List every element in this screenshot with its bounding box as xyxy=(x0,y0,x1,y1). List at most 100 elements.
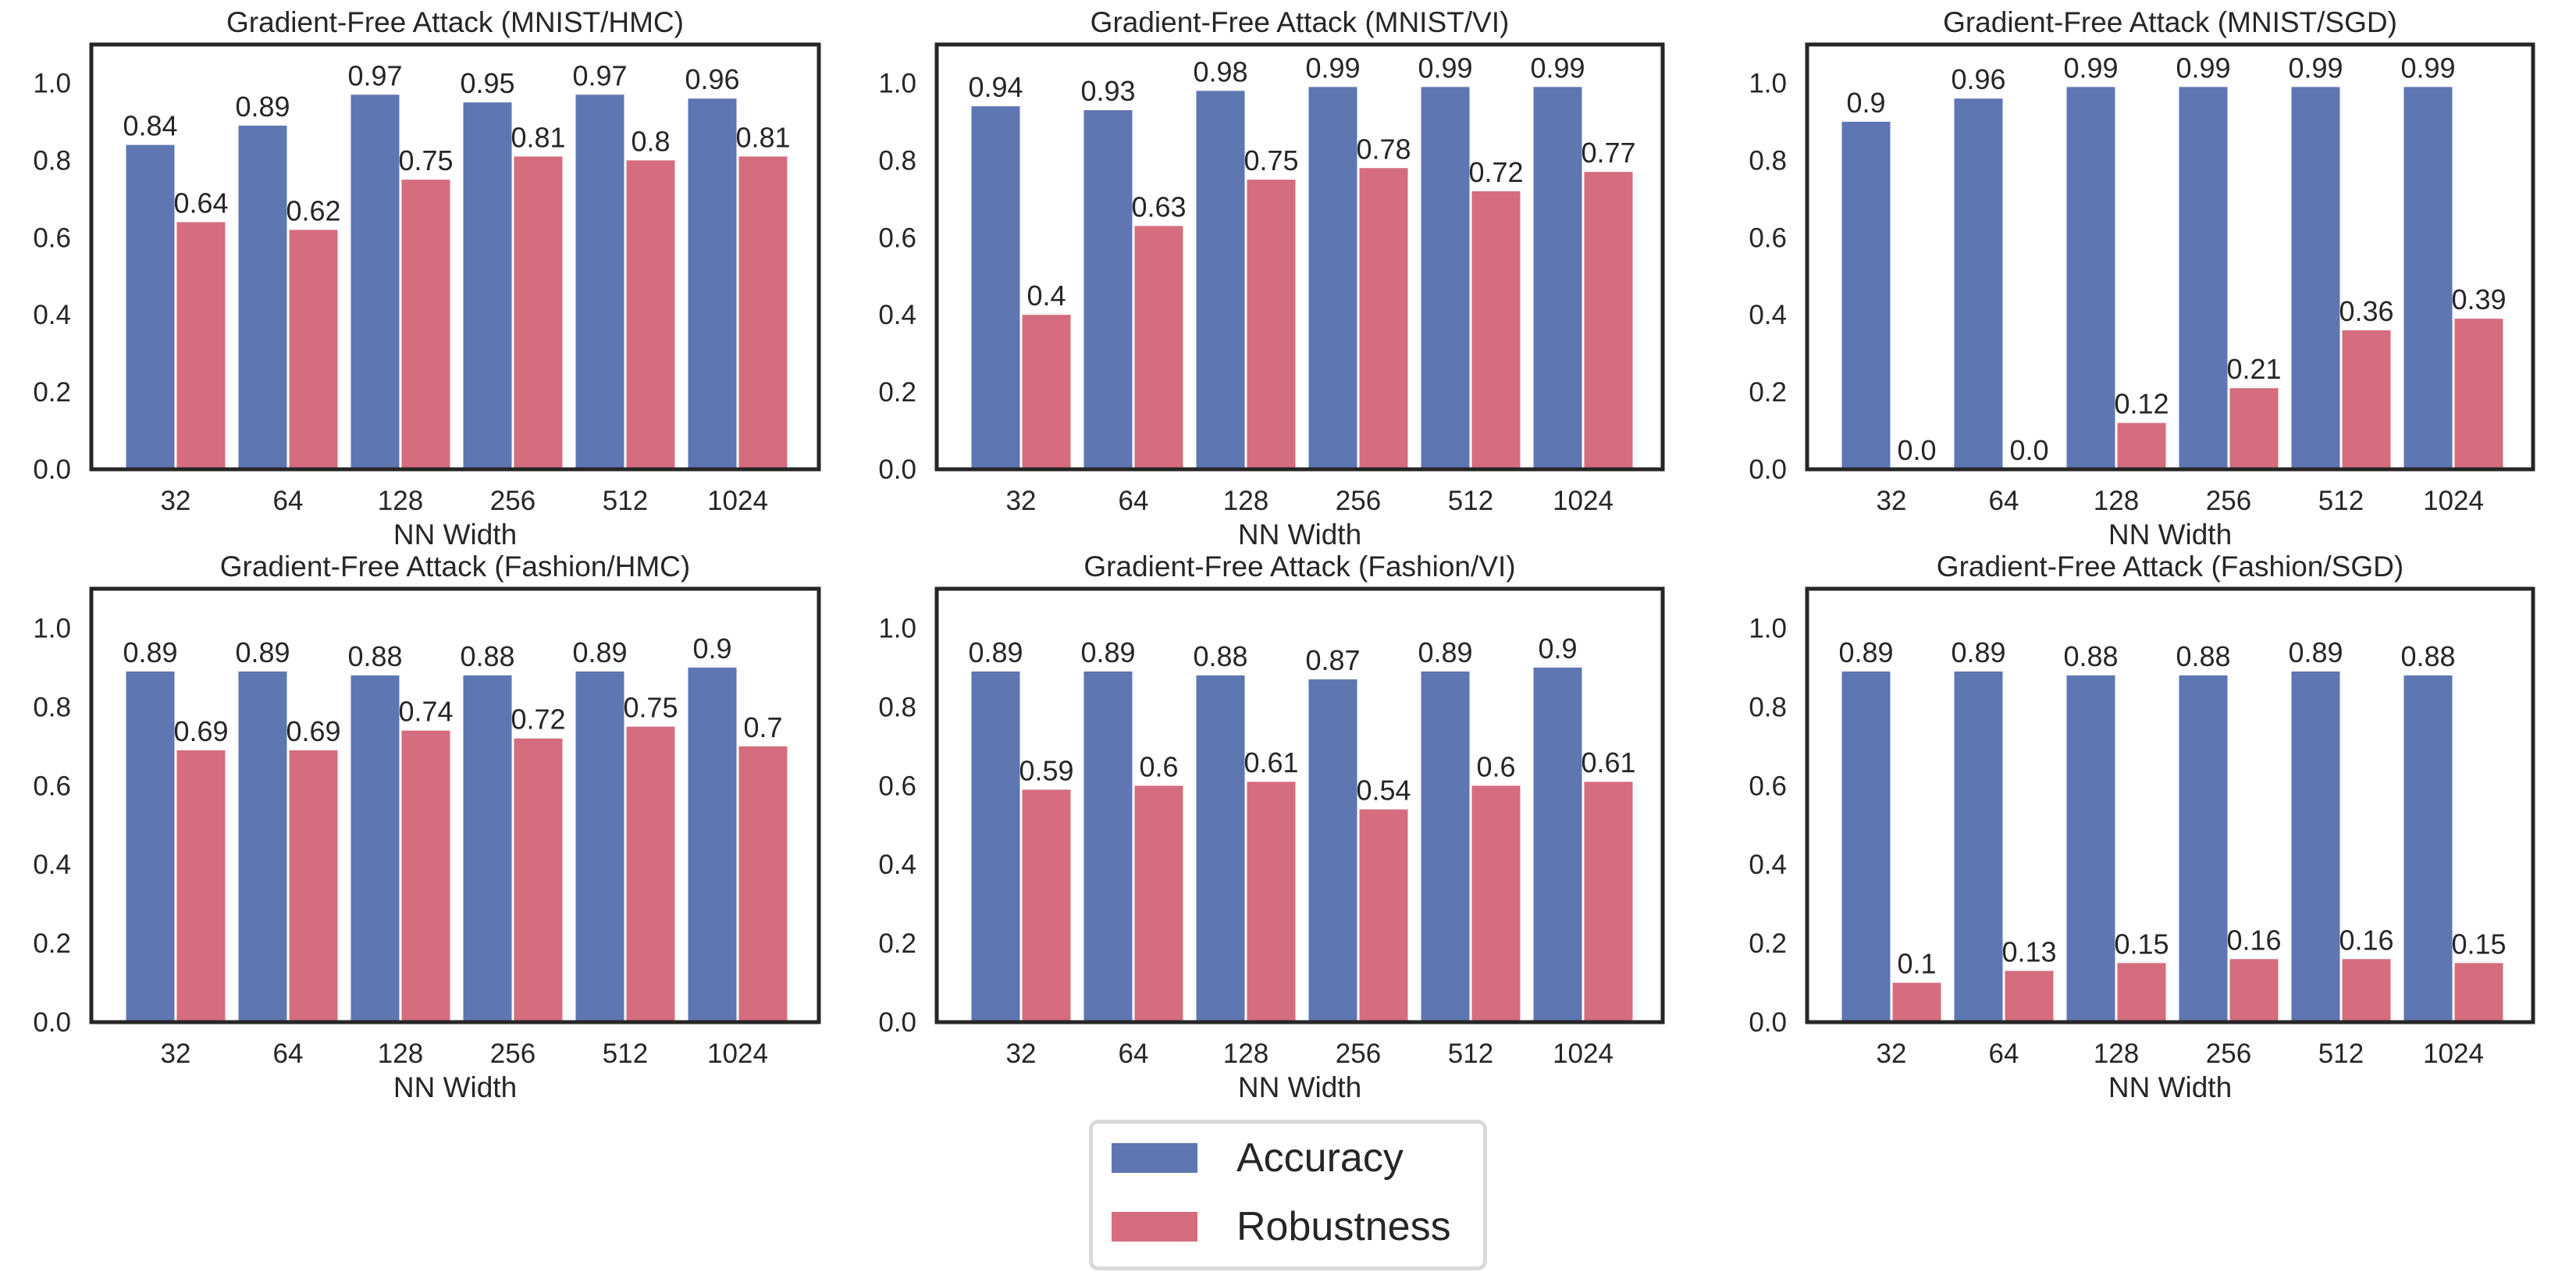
x-tick-label: 32 xyxy=(161,486,191,516)
bar-robustness xyxy=(176,222,226,469)
bar-accuracy xyxy=(2403,675,2453,1022)
bar-robustness xyxy=(2229,388,2279,469)
data-label-accuracy: 0.89 xyxy=(2288,636,2343,668)
bar-accuracy xyxy=(971,106,1020,470)
legend-patch-robustness xyxy=(1112,1212,1197,1242)
bar-robustness xyxy=(1471,191,1521,469)
subplot-1: Gradient-Free Attack (MNIST/VI) 0.94 0.4 32… xyxy=(878,6,1665,550)
x-tick-label: 128 xyxy=(1223,1039,1268,1069)
y-tick-label: 0.2 xyxy=(878,377,916,408)
subplot-4: Gradient-Free Attack (Fashion/VI) 0.89 0.5… xyxy=(878,550,1665,1103)
bar-accuracy xyxy=(1083,671,1133,1022)
axes-frame xyxy=(89,42,821,472)
y-tick-label: 0.4 xyxy=(1749,850,1787,880)
data-label-accuracy: 0.99 xyxy=(1305,52,1360,84)
data-label-accuracy: 0.9 xyxy=(692,632,731,665)
data-label-accuracy: 0.89 xyxy=(968,636,1023,668)
data-label-accuracy: 0.89 xyxy=(1838,636,1893,668)
bar-robustness xyxy=(2342,330,2391,469)
x-tick-label: 256 xyxy=(490,486,535,516)
bar-accuracy xyxy=(238,671,287,1022)
x-tick-label: 64 xyxy=(1119,1039,1149,1069)
data-label-robustness: 0.54 xyxy=(1356,775,1411,807)
data-label-accuracy: 0.99 xyxy=(2288,52,2343,84)
y-tick-label: 0.8 xyxy=(33,145,71,176)
x-tick-label: 512 xyxy=(1448,486,1493,516)
y-tick-label: 0.4 xyxy=(33,300,71,330)
bar-robustness xyxy=(1359,168,1408,469)
bar-robustness xyxy=(2454,963,2503,1022)
x-tick-label: 512 xyxy=(2318,1039,2364,1069)
data-label-robustness: 0.62 xyxy=(286,194,340,226)
y-tick-label: 0.2 xyxy=(1749,377,1787,408)
bar-robustness xyxy=(2454,319,2503,469)
bar-accuracy xyxy=(575,94,624,470)
y-tick-label: 1.0 xyxy=(878,613,916,643)
data-label-accuracy: 0.87 xyxy=(1305,644,1360,676)
data-label-accuracy: 0.95 xyxy=(460,67,514,99)
data-label-robustness: 0.75 xyxy=(398,144,453,176)
data-label-accuracy: 0.98 xyxy=(1193,55,1247,87)
x-axis-label: NN Width xyxy=(2108,518,2232,550)
bar-accuracy xyxy=(1533,667,1582,1022)
data-label-accuracy: 0.88 xyxy=(460,640,514,672)
data-label-robustness: 0.59 xyxy=(1019,754,1073,786)
x-tick-label: 1024 xyxy=(2423,1039,2484,1069)
x-tick-label: 128 xyxy=(2094,486,2139,516)
data-label-robustness: 0.15 xyxy=(2114,928,2169,960)
data-label-accuracy: 0.88 xyxy=(1193,640,1247,672)
bar-accuracy xyxy=(2179,675,2228,1022)
axes-frame xyxy=(934,42,1665,472)
bar-robustness xyxy=(2229,959,2279,1022)
legend-label-robustness: Robustness xyxy=(1236,1204,1451,1249)
data-label-accuracy: 0.94 xyxy=(968,71,1023,103)
bar-accuracy xyxy=(2179,87,2228,470)
x-tick-label: 1024 xyxy=(1553,1039,1614,1069)
subplot-title: Gradient-Free Attack (MNIST/SGD) xyxy=(1943,6,2397,38)
y-tick-label: 0.0 xyxy=(33,454,71,485)
bar-accuracy xyxy=(463,102,512,469)
bar-accuracy xyxy=(1954,671,2003,1022)
data-label-accuracy: 0.99 xyxy=(1418,52,1472,84)
y-tick-label: 0.8 xyxy=(1749,692,1787,722)
data-label-robustness: 0.75 xyxy=(623,692,678,724)
data-label-robustness: 0.4 xyxy=(1026,280,1066,312)
data-label-robustness: 0.13 xyxy=(2001,935,2056,967)
bar-accuracy xyxy=(575,671,624,1022)
bar-robustness xyxy=(2117,422,2166,469)
y-tick-label: 0.6 xyxy=(33,771,71,801)
bar-accuracy xyxy=(238,125,287,469)
data-label-robustness: 0.12 xyxy=(2114,388,2169,420)
x-tick-label: 1024 xyxy=(2423,486,2484,516)
bar-accuracy xyxy=(688,98,737,470)
data-label-robustness: 0.6 xyxy=(1476,750,1515,782)
data-label-accuracy: 0.99 xyxy=(2063,52,2118,84)
bar-accuracy xyxy=(126,671,175,1022)
y-tick-label: 0.4 xyxy=(878,300,916,330)
y-tick-label: 0.6 xyxy=(878,771,916,801)
x-tick-label: 64 xyxy=(273,1039,304,1069)
bar-accuracy xyxy=(1421,671,1470,1022)
data-label-robustness: 0.72 xyxy=(1468,156,1523,188)
x-tick-label: 256 xyxy=(490,1039,535,1069)
bar-robustness xyxy=(1584,172,1633,469)
x-tick-label: 256 xyxy=(2206,486,2251,516)
x-tick-label: 256 xyxy=(2206,1039,2251,1069)
bar-robustness xyxy=(401,730,450,1022)
bar-robustness xyxy=(1134,786,1183,1022)
data-label-robustness: 0.0 xyxy=(1897,434,1936,466)
y-tick-label: 1.0 xyxy=(33,68,71,98)
data-label-robustness: 0.15 xyxy=(2451,928,2506,960)
data-label-robustness: 0.61 xyxy=(1581,746,1635,779)
data-label-robustness: 0.21 xyxy=(2226,353,2281,385)
subplot-title: Gradient-Free Attack (MNIST/HMC) xyxy=(226,6,684,38)
subplot-5: Gradient-Free Attack (Fashion/SGD) 0.89 0.… xyxy=(1749,550,2535,1103)
data-label-accuracy: 0.89 xyxy=(235,91,290,123)
x-tick-label: 256 xyxy=(1336,1039,1381,1069)
bar-accuracy xyxy=(1196,91,1245,469)
bar-accuracy xyxy=(463,675,512,1022)
y-tick-label: 1.0 xyxy=(33,613,71,643)
bar-accuracy xyxy=(2291,87,2340,470)
data-label-robustness: 0.81 xyxy=(735,121,790,153)
data-label-robustness: 0.6 xyxy=(1139,750,1178,782)
